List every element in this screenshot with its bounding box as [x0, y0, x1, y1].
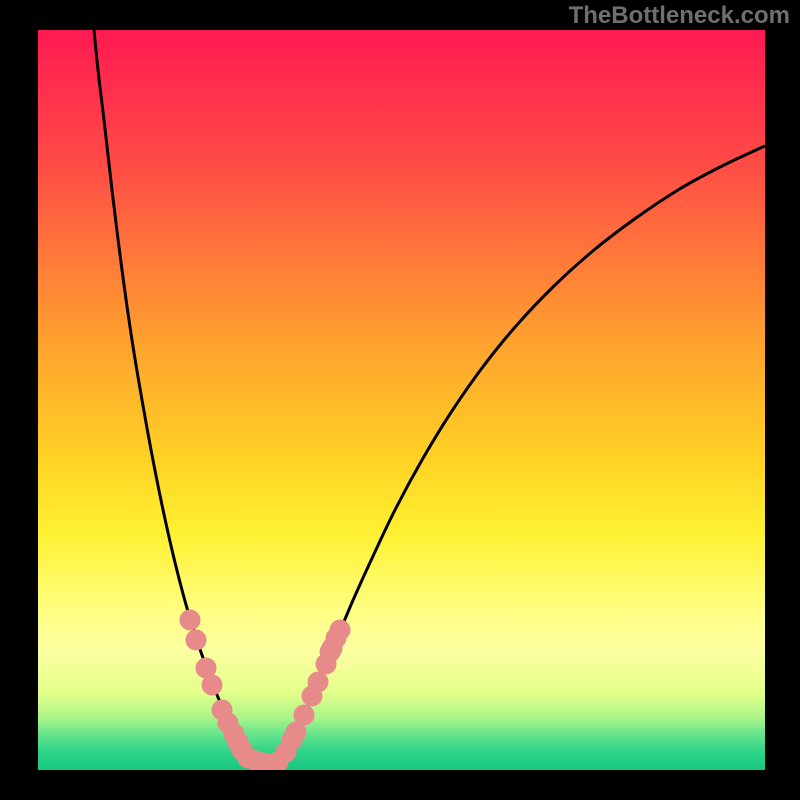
data-marker: [326, 628, 346, 648]
data-marker: [218, 713, 238, 733]
chart-stage: TheBottleneck.com: [0, 0, 800, 800]
data-marker: [186, 630, 206, 650]
plot-background: [38, 30, 765, 770]
bottleneck-curve-chart: [0, 0, 800, 800]
data-marker: [308, 672, 328, 692]
data-marker: [294, 705, 314, 725]
data-marker: [180, 610, 200, 630]
data-marker: [202, 675, 222, 695]
